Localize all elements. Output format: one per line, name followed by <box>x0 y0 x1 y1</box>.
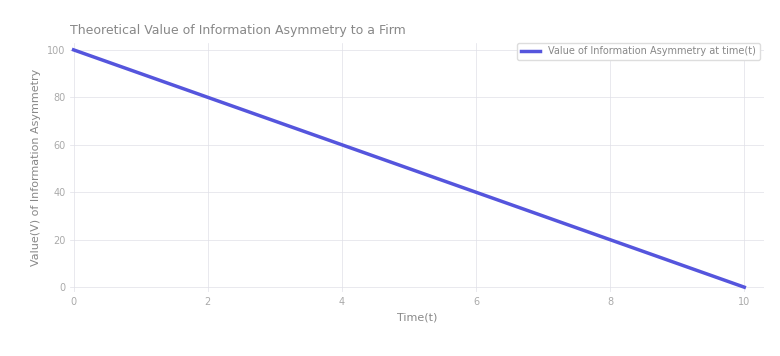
Value of Information Asymmetry at time(t) <box>739 285 749 289</box>
Text: Theoretical Value of Information Asymmetry to a Firm: Theoretical Value of Information Asymmet… <box>70 25 406 37</box>
Value of Information Asymmetry at time(t) <box>724 279 733 284</box>
Legend: Value of Information Asymmetry at time(t): Value of Information Asymmetry at time(t… <box>516 43 760 61</box>
X-axis label: Time(t): Time(t) <box>397 312 438 322</box>
Value of Information Asymmetry at time(t) <box>69 48 78 52</box>
Value of Information Asymmetry at time(t) <box>468 189 477 193</box>
Value of Information Asymmetry at time(t) <box>392 162 401 166</box>
Value of Information Asymmetry at time(t) <box>432 176 441 180</box>
Value of Information Asymmetry at time(t) <box>388 161 397 165</box>
Value of Information Asymmetry at time(t) <box>619 242 628 246</box>
Y-axis label: Value(V) of Information Asymmetry: Value(V) of Information Asymmetry <box>31 69 41 266</box>
Line: Value of Information Asymmetry at time(t): Value of Information Asymmetry at time(t… <box>73 50 744 287</box>
